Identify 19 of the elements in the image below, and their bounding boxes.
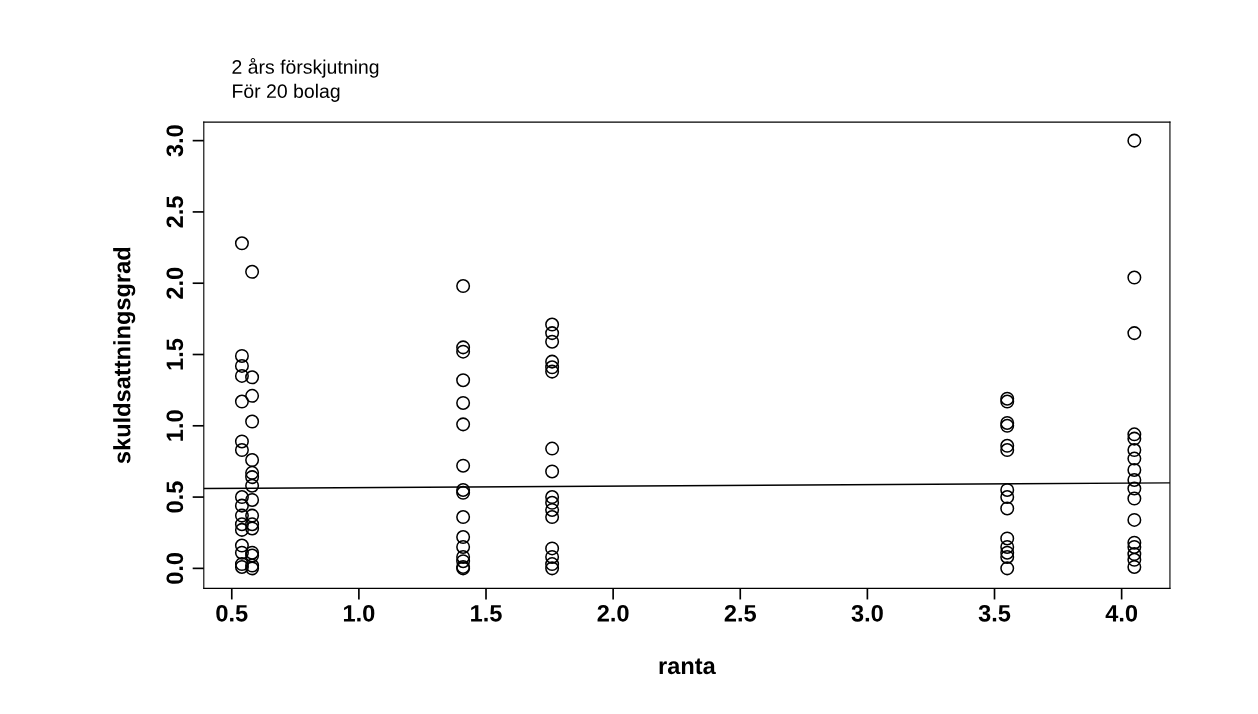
y-tick-label: 1.5: [166, 338, 184, 370]
y-tick-label: 1.0: [166, 410, 184, 441]
y-tick-label: 0.0: [166, 552, 184, 584]
x-tick-label: 2.0: [597, 604, 629, 622]
x-tick-label: 4.0: [1105, 604, 1138, 622]
x-tick-label: 1.0: [343, 604, 375, 622]
x-tick-label: 3.0: [851, 604, 883, 622]
y-tick-label: 0.5: [166, 481, 184, 513]
x-tick-label: 1.5: [471, 605, 502, 622]
x-tick-label: 2.5: [724, 604, 757, 622]
chart-title: 2 års förskjutning: [232, 57, 379, 78]
y-axis-title: skuldsattningsgrad: [113, 247, 136, 464]
x-tick-label: 3.5: [978, 604, 1011, 622]
y-tick-label: 2.5: [166, 196, 184, 228]
x-tick-label: 0.5: [216, 604, 248, 622]
y-tick-label: 2.0: [166, 267, 184, 299]
y-tick-label: 3.0: [166, 125, 184, 157]
chart-subtitle: För 20 bolag: [233, 83, 340, 102]
x-axis-title: ranta: [659, 658, 716, 675]
